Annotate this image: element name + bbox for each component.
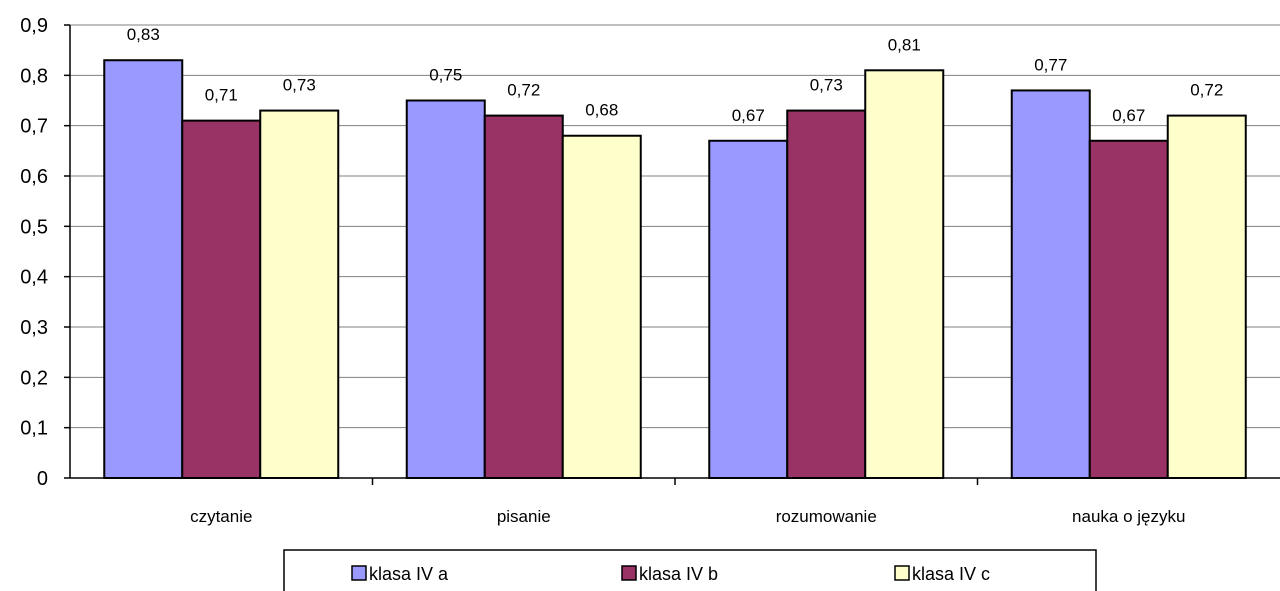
data-label: 0,77	[1034, 55, 1067, 74]
x-category-label: nauka o języku	[1072, 507, 1185, 526]
y-tick-label: 0,6	[20, 166, 48, 188]
bar	[1088, 139, 1169, 479]
legend: klasa IV a klasa IV b klasa IV c	[283, 549, 1097, 591]
bar	[483, 114, 564, 479]
bar	[181, 119, 262, 479]
bar	[1010, 89, 1091, 480]
data-label: 0,72	[1190, 81, 1223, 100]
y-tick-label: 0,1	[20, 418, 48, 440]
bar	[708, 139, 789, 479]
x-category-label: czytanie	[190, 507, 252, 526]
x-category-label: pisanie	[497, 507, 551, 526]
y-tick-label: 0,3	[20, 317, 48, 339]
bar	[561, 134, 642, 479]
bar	[259, 109, 340, 479]
legend-label: klasa IV b	[639, 564, 718, 584]
x-category-label: rozumowanie	[776, 507, 877, 526]
bar	[864, 69, 945, 480]
data-label: 0,67	[1112, 106, 1145, 125]
data-label: 0,72	[507, 81, 540, 100]
data-label: 0,83	[127, 25, 160, 44]
data-labels: 0,83 0,71 0,73 0,75 0,72 0,68 0,67 0,73 0,81 0,77…	[127, 25, 1224, 125]
data-label: 0,67	[732, 106, 765, 125]
legend-label: klasa IV c	[912, 564, 990, 584]
bar	[103, 59, 184, 479]
data-label: 0,73	[810, 76, 843, 95]
data-label: 0,81	[888, 35, 921, 54]
y-tick-label: 0,5	[20, 216, 48, 238]
data-label: 0,68	[585, 101, 618, 120]
y-tick-label: 0,2	[20, 367, 48, 389]
y-tick-label: 0,7	[20, 116, 48, 138]
legend-swatch	[621, 565, 637, 581]
x-axis-category-labels: czytanie pisanie rozumowanie nauka o języku	[190, 507, 1185, 526]
legend-swatch	[351, 565, 367, 581]
bars	[103, 59, 1247, 480]
axes	[64, 24, 1280, 485]
data-label: 0,75	[429, 66, 462, 85]
data-label: 0,71	[205, 86, 238, 105]
y-tick-label: 0,8	[20, 65, 48, 87]
legend-label: klasa IV a	[369, 564, 449, 584]
y-axis-tick-labels: 0 0,1 0,2 0,3 0,4 0,5 0,6 0,7 0,8 0,9	[20, 15, 48, 490]
y-tick-label: 0,9	[20, 15, 48, 37]
data-label: 0,73	[283, 76, 316, 95]
y-tick-label: 0	[37, 468, 48, 490]
y-tick-label: 0,4	[20, 267, 48, 289]
bar	[786, 109, 867, 479]
bar	[1166, 114, 1247, 479]
legend-box	[283, 549, 1097, 591]
bar	[405, 99, 486, 479]
legend-swatch	[894, 565, 910, 581]
